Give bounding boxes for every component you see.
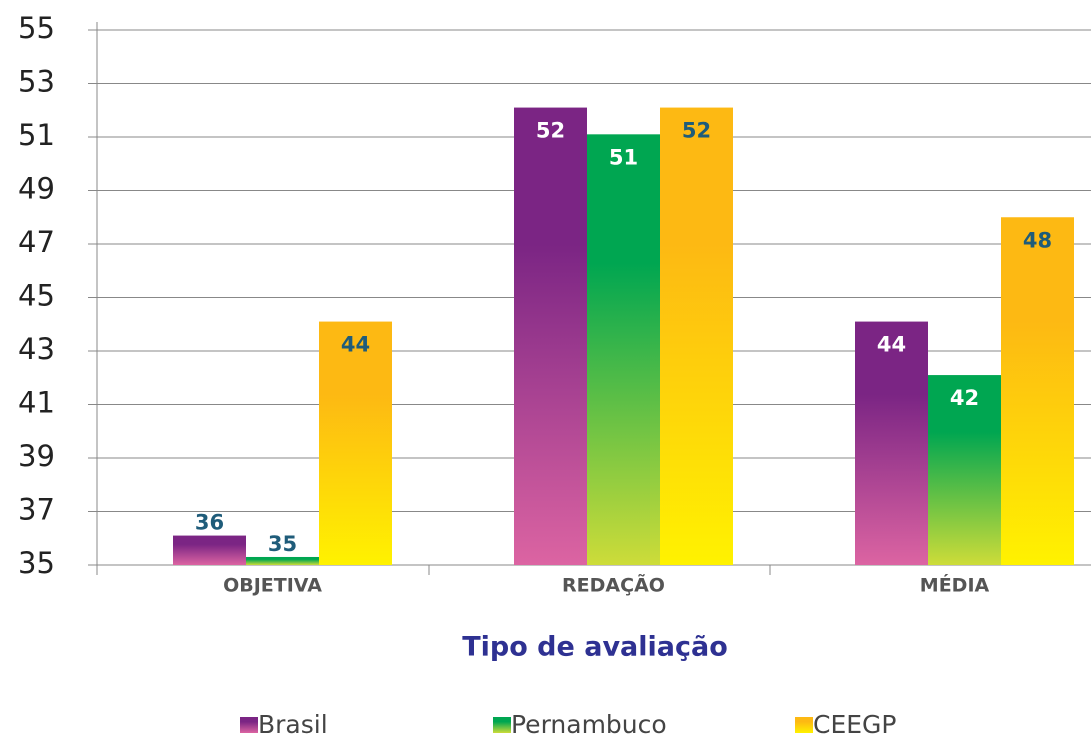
y-tick-label: 35 bbox=[18, 546, 55, 580]
bar bbox=[246, 556, 319, 565]
legend-swatch bbox=[795, 717, 813, 733]
y-tick-label: 41 bbox=[18, 386, 55, 420]
bar bbox=[660, 107, 733, 565]
y-tick-label: 47 bbox=[18, 225, 55, 259]
x-axis-title: Tipo de avaliação bbox=[462, 632, 728, 663]
value-label: 51 bbox=[609, 145, 638, 169]
bar bbox=[855, 321, 928, 565]
bar bbox=[1001, 217, 1074, 565]
y-tick-label: 49 bbox=[18, 172, 55, 206]
bar bbox=[173, 535, 246, 565]
x-tick-label: MÉDIA bbox=[920, 574, 990, 597]
bar bbox=[319, 321, 392, 565]
y-tick-label: 55 bbox=[18, 11, 55, 45]
y-tick-label: 39 bbox=[18, 439, 55, 473]
y-tick-label: 43 bbox=[18, 332, 55, 366]
legend-swatch bbox=[493, 717, 511, 733]
x-tick-label: OBJETIVA bbox=[223, 575, 322, 597]
value-label: 48 bbox=[1023, 228, 1052, 252]
legend-label: Pernambuco bbox=[511, 710, 667, 739]
value-label: 42 bbox=[950, 386, 979, 410]
value-label: 35 bbox=[268, 532, 297, 556]
y-tick-label: 37 bbox=[18, 493, 55, 527]
y-tick-label: 45 bbox=[18, 279, 55, 313]
bar bbox=[928, 375, 1001, 565]
legend-label: Brasil bbox=[258, 710, 328, 739]
y-tick-label: 53 bbox=[18, 65, 55, 99]
value-label: 44 bbox=[341, 333, 370, 357]
x-tick-label: REDAÇÃO bbox=[562, 573, 665, 597]
bar bbox=[587, 134, 660, 565]
bar bbox=[514, 107, 587, 565]
legend-label: CEEGP bbox=[813, 710, 897, 739]
y-tick-label: 51 bbox=[18, 118, 55, 152]
value-label: 36 bbox=[195, 511, 224, 535]
value-label: 52 bbox=[536, 119, 565, 143]
value-label: 52 bbox=[682, 119, 711, 143]
legend-swatch bbox=[240, 717, 258, 733]
value-label: 44 bbox=[877, 333, 906, 357]
